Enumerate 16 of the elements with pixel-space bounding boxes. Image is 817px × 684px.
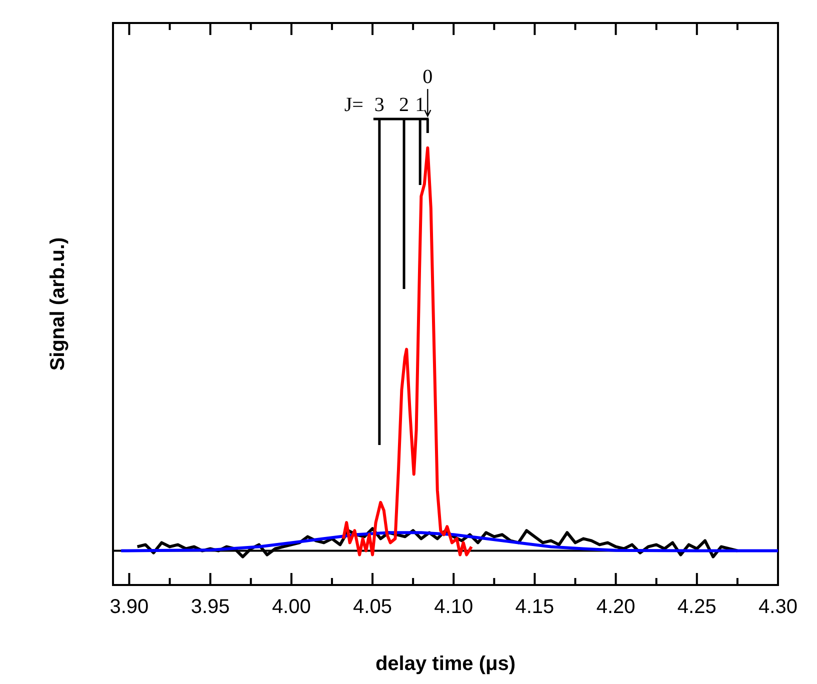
x-tick-label: 3.95 xyxy=(190,596,230,618)
text: J= xyxy=(344,94,364,116)
text: 3 xyxy=(374,94,384,116)
text: 0 xyxy=(422,66,433,88)
text: 2 xyxy=(399,94,410,116)
x-tick-label: 3.90 xyxy=(110,596,149,618)
x-axis-title: delay time (μs) xyxy=(375,653,516,675)
x-tick-label: 4.05 xyxy=(353,596,392,618)
y-axis-title: Signal (arb.u.) xyxy=(47,237,69,371)
x-tick-label: 4.20 xyxy=(596,596,636,618)
x-tick-label: 4.25 xyxy=(677,596,716,618)
x-tick-label: 4.00 xyxy=(272,596,311,618)
x-tick-label: 4.15 xyxy=(515,596,554,618)
x-tick-label: 4.30 xyxy=(758,596,798,618)
x-tick-label: 4.10 xyxy=(434,596,474,618)
text: 1 xyxy=(415,94,426,116)
